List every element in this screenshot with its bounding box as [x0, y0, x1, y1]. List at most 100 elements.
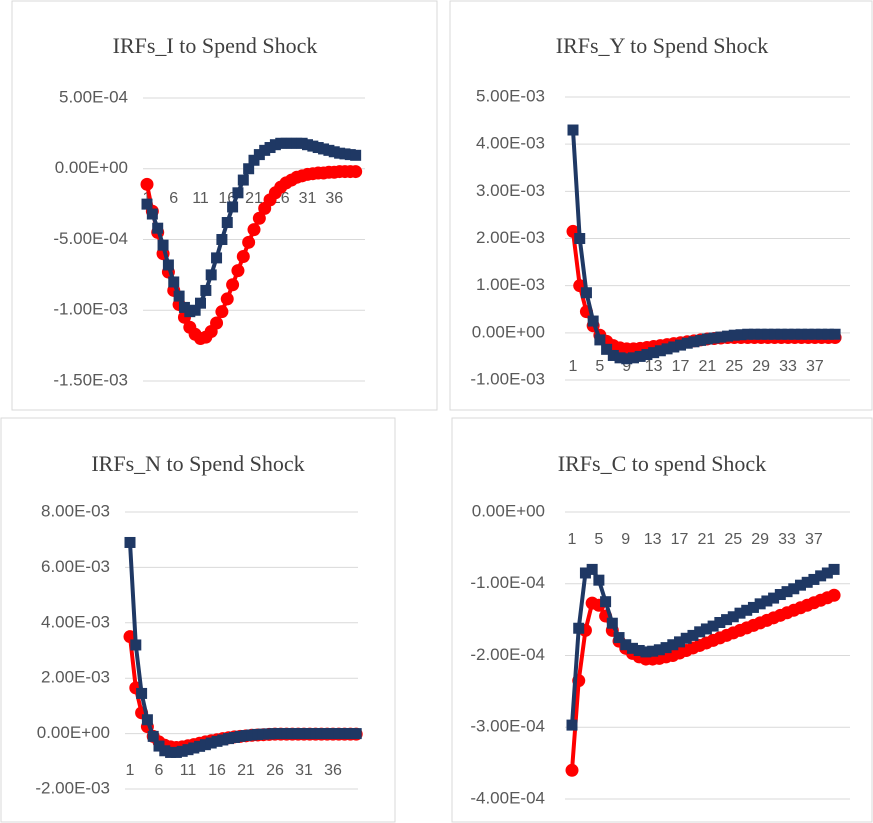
x-tick-label: 16: [208, 762, 226, 779]
square-marker: [795, 328, 807, 340]
y-tick-label: -2.00E-03: [35, 778, 110, 797]
square-marker: [246, 729, 258, 741]
series-line: [571, 129, 836, 361]
square-marker: [269, 728, 281, 740]
square-marker: [769, 328, 781, 340]
panel-frame: [0, 417, 396, 823]
square-marker: [735, 329, 747, 341]
x-tick-label: 6: [169, 190, 178, 207]
square-marker: [194, 740, 206, 752]
square-marker: [601, 343, 613, 355]
x-tick-label: 31: [299, 190, 317, 207]
square-marker: [159, 745, 171, 757]
square-marker: [182, 744, 194, 756]
square-marker: [170, 746, 182, 758]
square-marker: [781, 586, 793, 598]
square-marker: [141, 714, 153, 726]
square-marker: [680, 632, 692, 644]
square-marker: [304, 728, 316, 740]
square-marker: [715, 331, 727, 343]
series-line: [128, 542, 357, 755]
square-marker: [755, 328, 767, 340]
square-marker: [141, 198, 153, 210]
square-marker: [350, 728, 362, 740]
x-tick-label: 33: [778, 531, 796, 548]
square-marker: [674, 636, 686, 648]
x-tick-label: 11: [180, 762, 197, 779]
circle-marker: [226, 278, 240, 292]
square-marker: [648, 347, 660, 359]
square-marker: [153, 740, 165, 752]
y-tick-label: 0.00E+00: [472, 501, 545, 520]
square-marker: [124, 536, 136, 548]
x-tick-label: 13: [644, 531, 662, 548]
x-tick-label: 1: [126, 762, 135, 779]
square-marker: [722, 330, 734, 342]
y-tick-label: 4.00E-03: [41, 612, 110, 631]
square-marker: [574, 233, 586, 244]
circle-marker: [247, 223, 261, 237]
square-marker: [157, 239, 169, 251]
x-tick-label: 6: [155, 762, 164, 779]
square-marker: [240, 730, 252, 742]
circle-marker: [252, 211, 266, 225]
square-marker: [580, 287, 592, 299]
square-marker: [566, 719, 578, 731]
square-marker: [802, 328, 814, 340]
square-marker: [829, 328, 841, 340]
square-marker: [627, 352, 639, 364]
square-marker: [594, 334, 606, 346]
square-marker: [661, 343, 673, 355]
square-marker: [714, 616, 726, 628]
x-tick-label: 29: [752, 358, 770, 375]
circle-marker: [242, 235, 256, 249]
square-marker: [741, 604, 753, 616]
x-tick-label: 25: [725, 358, 743, 375]
x-tick-label: 21: [699, 358, 717, 375]
square-marker: [327, 728, 339, 740]
square-marker: [152, 222, 164, 234]
y-tick-label: -4.00E-04: [470, 788, 545, 807]
square-marker: [768, 592, 780, 604]
circle-marker: [140, 177, 154, 191]
square-marker: [136, 687, 148, 699]
square-marker: [762, 328, 774, 340]
square-marker: [310, 728, 322, 740]
square-marker: [688, 336, 700, 348]
square-marker: [789, 328, 801, 340]
y-tick-label: -1.00E-03: [53, 300, 128, 319]
y-tick-label: 5.00E-03: [476, 86, 545, 105]
square-marker: [252, 728, 264, 740]
square-marker: [694, 626, 706, 638]
y-tick-label: 6.00E-03: [41, 557, 110, 576]
square-marker: [130, 639, 142, 651]
square-marker: [828, 563, 840, 575]
square-marker: [315, 728, 327, 740]
y-tick-label: 5.00E-04: [59, 87, 128, 106]
square-marker: [707, 620, 719, 632]
square-marker: [620, 639, 632, 651]
square-marker: [695, 334, 707, 346]
square-marker: [234, 730, 246, 742]
square-marker: [579, 567, 591, 579]
circle-marker: [231, 264, 245, 278]
x-tick-label: 1: [569, 358, 578, 375]
square-marker: [350, 149, 362, 161]
square-marker: [237, 174, 249, 186]
x-tick-label: 37: [805, 531, 823, 548]
x-tick-label: 37: [806, 358, 824, 375]
square-marker: [794, 579, 806, 591]
panel-frame: [11, 0, 438, 411]
square-marker: [173, 290, 185, 302]
square-marker: [606, 617, 618, 629]
y-tick-label: 2.00E-03: [41, 668, 110, 687]
square-marker: [734, 607, 746, 619]
y-tick-label: 0.00E+00: [37, 723, 110, 742]
square-marker: [344, 728, 356, 740]
x-tick-label: 36: [324, 762, 342, 779]
x-tick-label: 1: [143, 190, 152, 207]
square-marker: [782, 328, 794, 340]
square-marker: [205, 269, 217, 281]
y-tick-label: 0.00E+00: [472, 322, 545, 341]
circle-marker: [215, 305, 229, 319]
